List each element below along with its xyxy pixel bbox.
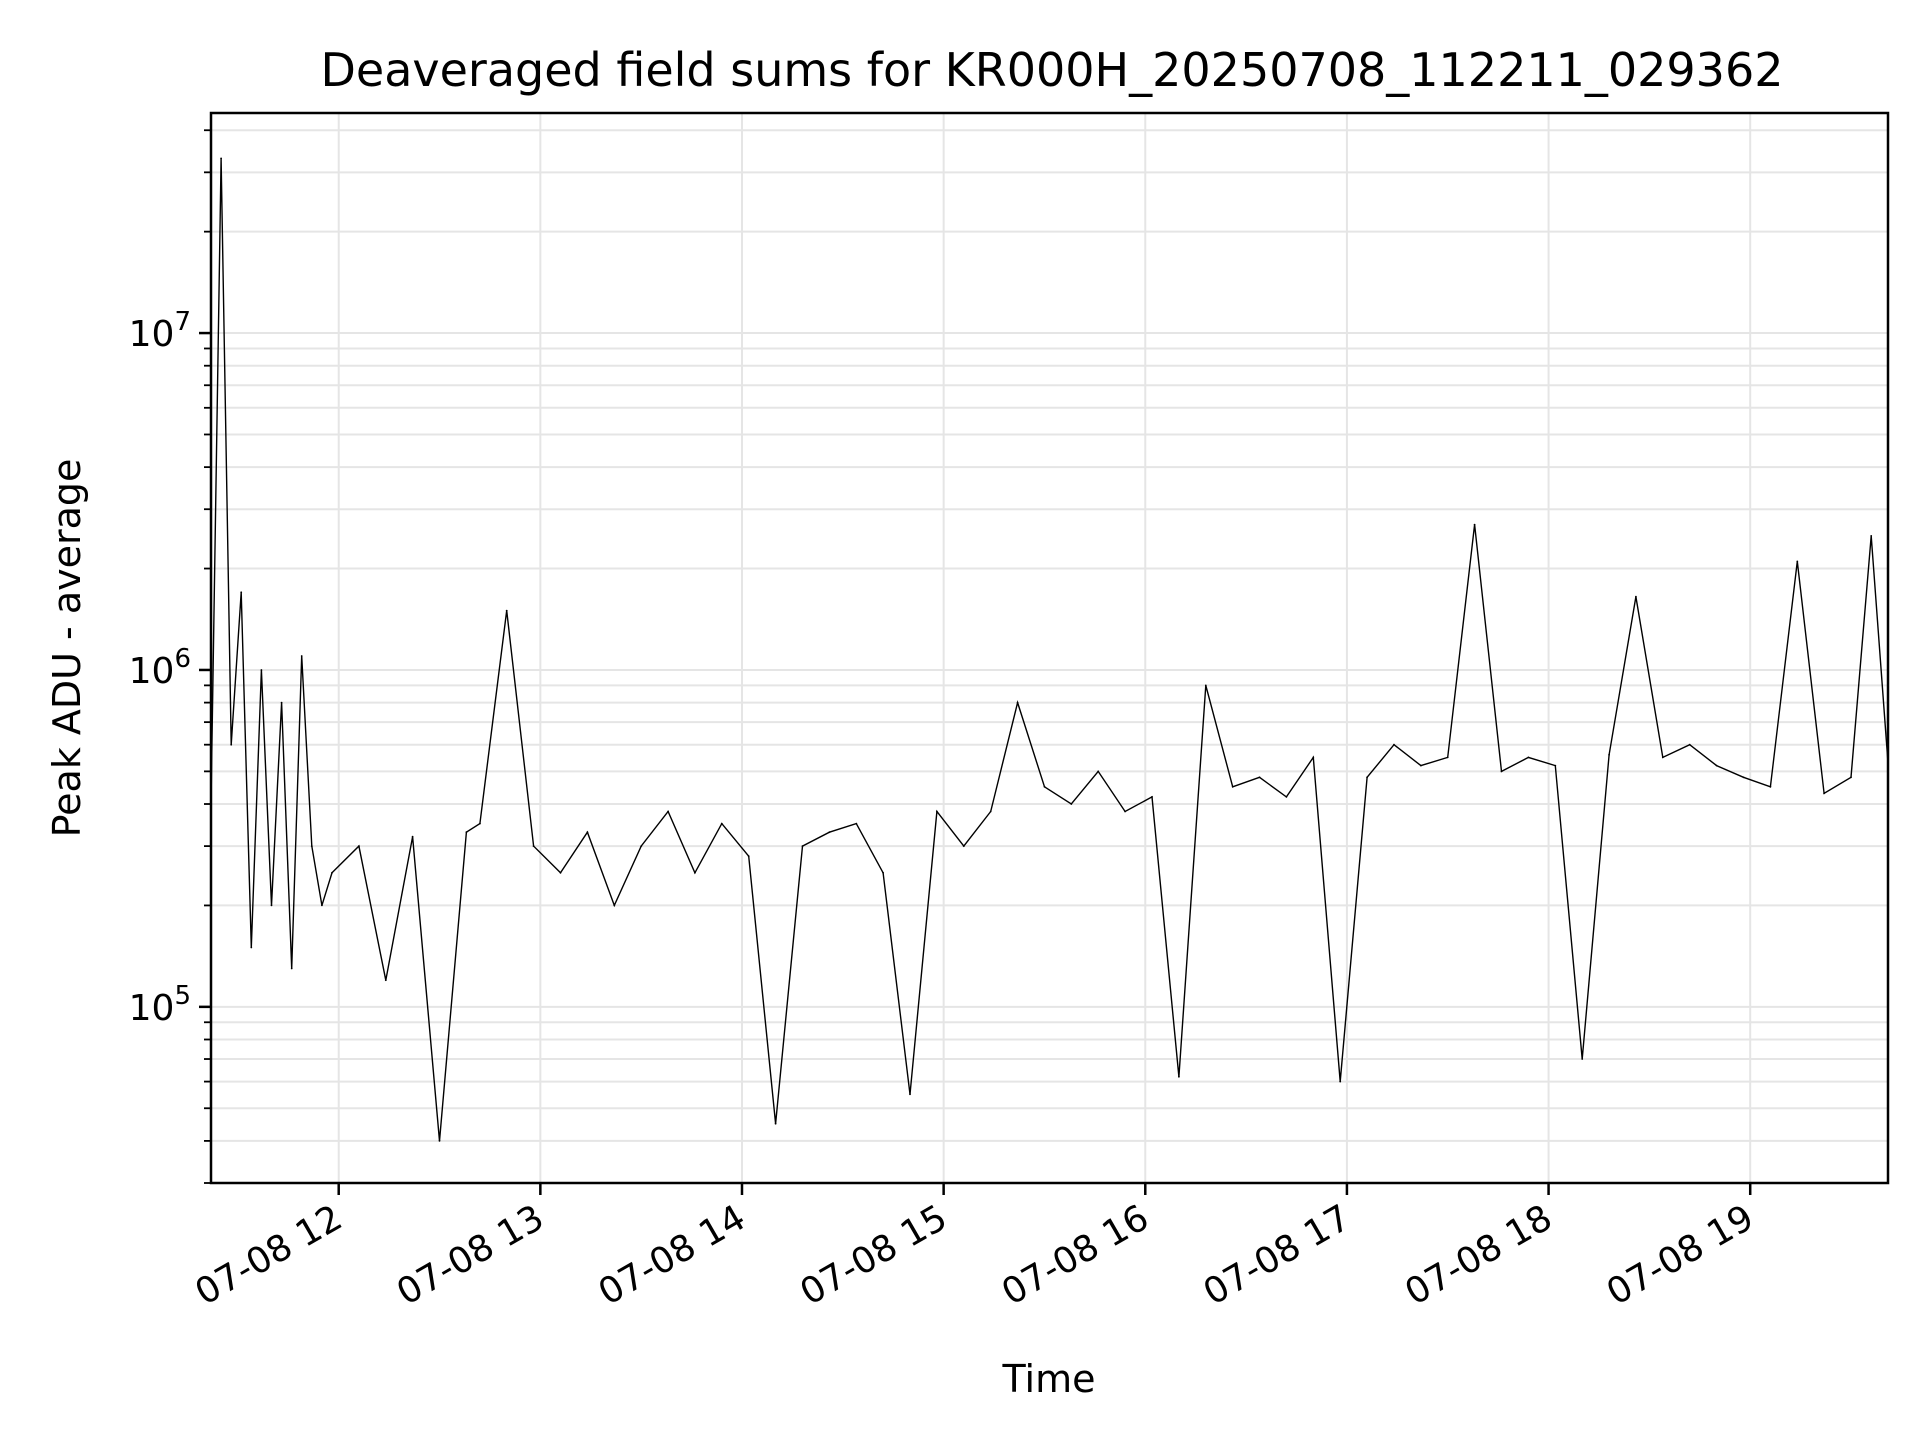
data-point [1204,684,1207,687]
data-point [1635,595,1637,598]
data-point [882,871,884,874]
data-point [465,831,468,834]
data-point [1178,1075,1180,1078]
data-point [300,655,303,657]
data-point [747,855,750,858]
data-point [1097,770,1100,773]
data-point [720,822,723,825]
data-point [411,835,414,838]
chart-title: Deaveraged field sums for KR000H_2025070… [321,43,1784,97]
data-point [1043,785,1046,788]
data-point [1870,535,1873,537]
data-point [1473,523,1476,526]
y-axis-label: Peak ADU - average [45,459,89,838]
data-point [1339,1080,1342,1083]
data-point [331,871,333,874]
data-point [1285,796,1288,798]
data-point [1151,796,1153,798]
data-point [505,609,508,612]
data-point [1581,1058,1584,1060]
data-point [479,822,481,825]
data-point [1016,701,1019,704]
y-tick-label: 106 [129,644,191,692]
data-point [1554,764,1557,767]
data-point [220,157,223,160]
data-point [1124,810,1126,813]
data-point [1796,560,1799,563]
data-point [962,845,965,847]
data-point [290,967,293,970]
data-point [909,1093,911,1096]
data-point [855,822,858,825]
data-point [989,810,992,813]
data-point [1258,776,1261,779]
data-point [1715,764,1718,767]
data-point [384,979,387,982]
data-point [667,810,669,813]
data-point [828,831,831,834]
plot-area-frame [209,111,1890,1185]
data-point [1420,764,1422,767]
data-point [321,904,323,907]
data-point [1446,756,1449,759]
y-axis: 105 106 107 [129,129,211,1184]
data-point [640,845,643,847]
data-point [586,831,589,834]
data-point [1231,785,1234,788]
data-point [532,845,535,847]
data-point [1608,753,1610,756]
data-point [1366,776,1368,779]
data-point [438,1140,441,1142]
data-point [358,845,360,847]
data-point [310,845,313,847]
y-tick-label: 107 [129,307,191,355]
data-point [613,904,616,907]
data-series-line [210,158,1889,1141]
data-point [559,871,562,874]
data-point [801,845,804,847]
data-point [1850,776,1852,779]
y-tick-label: 105 [129,981,191,1029]
data-point [230,743,233,746]
data-point [1823,792,1825,795]
data-point [280,701,283,704]
data-point [260,669,263,671]
data-point [774,1122,777,1125]
x-axis-label: Time [1002,1357,1096,1401]
data-point [1769,785,1772,788]
data-point [1500,770,1503,773]
data-point [936,810,938,813]
data-point [1393,743,1395,746]
data-point [240,591,243,594]
series-layer [210,157,1889,1142]
data-point [1742,776,1745,779]
data-point [694,871,696,874]
data-point [1070,803,1073,805]
data-point [270,904,273,907]
data-point [250,946,253,949]
data-point [1312,756,1315,759]
data-point [1527,756,1530,759]
data-point [1661,756,1664,759]
data-point [1688,743,1691,746]
